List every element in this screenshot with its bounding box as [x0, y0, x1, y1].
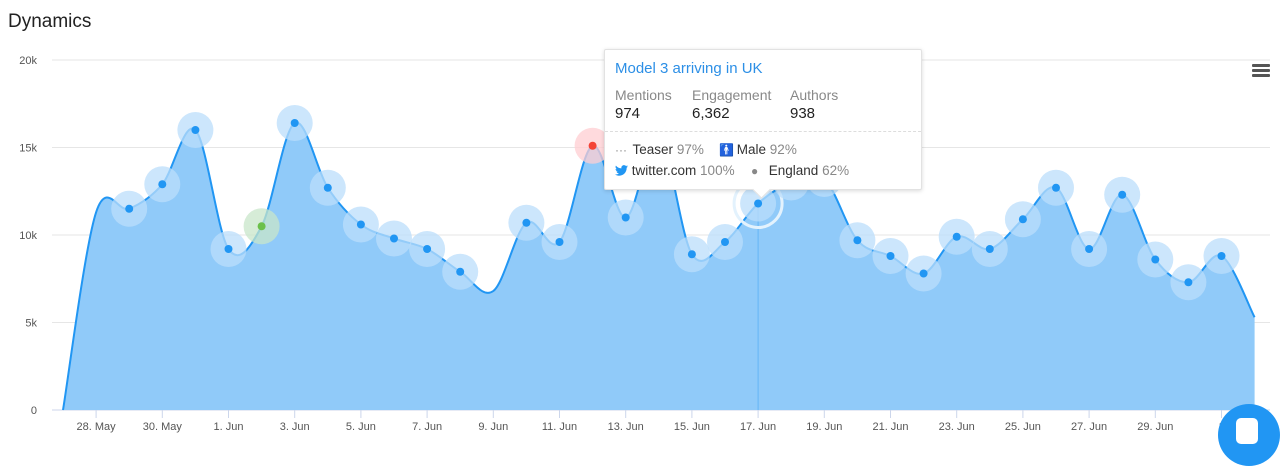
engagement-label: Engagement: [692, 87, 772, 103]
data-point: [1151, 255, 1160, 264]
data-point: [853, 236, 862, 245]
x-tick-label: 7. Jun: [412, 421, 442, 433]
data-point: [522, 218, 531, 227]
data-point: [687, 250, 696, 259]
data-point: [1052, 183, 1060, 192]
data-point: [1217, 252, 1226, 260]
data-point: [886, 252, 895, 260]
gender-pct: 92%: [769, 142, 797, 157]
chat-widget-button[interactable]: [1218, 404, 1280, 466]
mentions-label: Mentions: [615, 87, 672, 103]
location-meta: ● England 62%: [751, 163, 849, 178]
mentions-stat: Mentions 974: [615, 87, 672, 122]
data-point: [356, 220, 365, 229]
x-tick-label: 1. Jun: [214, 421, 244, 433]
x-tick-label: 11. Jun: [542, 421, 577, 433]
tooltip-title[interactable]: Model 3 arriving in UK: [615, 60, 763, 77]
tooltip: Model 3 arriving in UK Mentions 974 Enga…: [604, 49, 922, 190]
x-tick-label: 9. Jun: [478, 421, 508, 433]
data-point: [191, 126, 200, 134]
data-point: [1018, 215, 1027, 224]
y-tick-label: 0: [31, 405, 37, 417]
data-point: [919, 269, 928, 278]
source-label: twitter.com: [631, 163, 697, 178]
data-point: [423, 245, 432, 253]
authors-label: Authors: [790, 87, 839, 103]
data-point: [952, 232, 961, 241]
category-meta: ··· Teaser 97%: [615, 142, 704, 157]
x-tick-label: 19. Jun: [806, 421, 842, 433]
engagement-value: 6,362: [692, 105, 730, 122]
category-label: Teaser: [632, 142, 674, 157]
data-point: [224, 245, 233, 253]
data-point: [125, 204, 134, 213]
twitter-icon: [615, 165, 628, 176]
data-point: [257, 222, 266, 231]
chat-icon: [1236, 418, 1258, 444]
data-point: [158, 180, 167, 189]
data-point: [621, 213, 630, 222]
x-tick-label: 23. Jun: [939, 421, 975, 433]
location-pct: 62%: [822, 163, 850, 178]
category-pct: 97%: [676, 142, 704, 157]
x-tick-label: 17. Jun: [740, 421, 776, 433]
data-point: [290, 119, 299, 127]
y-tick-label: 10k: [19, 230, 37, 242]
divider: [605, 131, 921, 132]
x-tick-label: 28. May: [77, 421, 117, 433]
data-point: [754, 199, 763, 208]
data-point: [985, 245, 994, 253]
x-tick-label: 3. Jun: [280, 421, 310, 433]
data-point: [1085, 245, 1094, 253]
engagement-stat: Engagement 6,362: [692, 87, 771, 122]
dots-icon: ···: [615, 143, 627, 157]
gender-meta: 🚹 Male 92%: [719, 142, 797, 157]
mentions-value: 974: [615, 105, 641, 122]
authors-value: 938: [790, 105, 816, 122]
source-pct: 100%: [700, 163, 735, 178]
y-tick-label: 20k: [19, 55, 37, 67]
location-label: England: [768, 163, 819, 178]
x-tick-label: 15. Jun: [674, 421, 710, 433]
data-point: [323, 183, 332, 192]
gender-label: Male: [736, 142, 767, 157]
data-point: [1118, 190, 1127, 199]
male-icon: 🚹: [719, 143, 734, 157]
x-tick-label: 27. Jun: [1071, 421, 1107, 433]
y-tick-label: 15k: [19, 143, 37, 155]
data-point: [721, 238, 729, 246]
x-tick-label: 30. May: [143, 421, 183, 433]
x-tick-label: 29. Jun: [1137, 421, 1173, 433]
source-meta: twitter.com 100%: [615, 163, 735, 178]
y-tick-label: 5k: [25, 318, 37, 330]
data-point: [1184, 278, 1193, 287]
data-point: [456, 267, 465, 276]
hamburger-icon[interactable]: [1252, 64, 1270, 78]
authors-stat: Authors 938: [790, 87, 838, 122]
x-tick-label: 5. Jun: [346, 421, 376, 433]
data-point: [390, 234, 398, 243]
x-tick-label: 25. Jun: [1005, 421, 1041, 433]
area-fill: [63, 122, 1255, 411]
x-tick-label: 13. Jun: [608, 421, 644, 433]
chart-title: Dynamics: [8, 11, 92, 32]
dynamics-chart: 0 5k 10k 15k 20k 28. May 30. May 1. Jun 3. Jun 5.…: [19, 55, 1270, 433]
data-point: [555, 238, 564, 246]
location-pin-icon: ●: [751, 164, 759, 178]
data-point: [588, 141, 597, 150]
x-tick-label: 21. Jun: [872, 421, 908, 433]
